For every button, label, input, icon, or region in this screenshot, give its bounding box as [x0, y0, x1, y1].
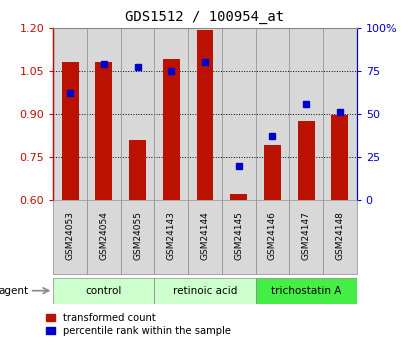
- Bar: [87, 200, 120, 274]
- Text: GSM24054: GSM24054: [99, 211, 108, 260]
- Bar: [221, 28, 255, 200]
- Bar: [129, 140, 146, 200]
- Bar: [297, 121, 314, 200]
- Bar: [120, 28, 154, 200]
- Bar: [162, 59, 179, 200]
- Bar: [188, 200, 221, 274]
- Title: GDS1512 / 100954_at: GDS1512 / 100954_at: [125, 10, 284, 24]
- Bar: [62, 62, 79, 200]
- Bar: [154, 28, 188, 200]
- Text: GSM24147: GSM24147: [301, 211, 310, 260]
- Bar: [330, 115, 347, 200]
- Text: GSM24148: GSM24148: [335, 211, 344, 260]
- Bar: [255, 200, 289, 274]
- Text: trichostatin A: trichostatin A: [270, 286, 340, 296]
- Bar: [289, 200, 322, 274]
- Bar: [255, 28, 289, 200]
- Text: agent: agent: [0, 286, 28, 296]
- Bar: [322, 200, 356, 274]
- Bar: [53, 200, 87, 274]
- Bar: [120, 200, 154, 274]
- Text: GSM24053: GSM24053: [65, 211, 74, 260]
- Bar: [263, 146, 280, 200]
- Text: GSM24143: GSM24143: [166, 211, 175, 260]
- Text: GSM24146: GSM24146: [267, 211, 276, 260]
- Bar: [230, 194, 247, 200]
- Bar: [87, 28, 120, 200]
- Bar: [53, 28, 87, 200]
- Bar: [95, 62, 112, 200]
- Bar: [196, 30, 213, 200]
- Bar: [154, 278, 255, 304]
- Text: GSM24144: GSM24144: [200, 211, 209, 260]
- Bar: [322, 28, 356, 200]
- Bar: [53, 278, 154, 304]
- Text: GSM24055: GSM24055: [133, 211, 142, 260]
- Bar: [221, 200, 255, 274]
- Legend: transformed count, percentile rank within the sample: transformed count, percentile rank withi…: [42, 309, 234, 340]
- Text: GSM24145: GSM24145: [234, 211, 243, 260]
- Text: control: control: [85, 286, 122, 296]
- Bar: [289, 28, 322, 200]
- Bar: [188, 28, 221, 200]
- Text: retinoic acid: retinoic acid: [172, 286, 237, 296]
- Bar: [255, 278, 356, 304]
- Bar: [154, 200, 188, 274]
